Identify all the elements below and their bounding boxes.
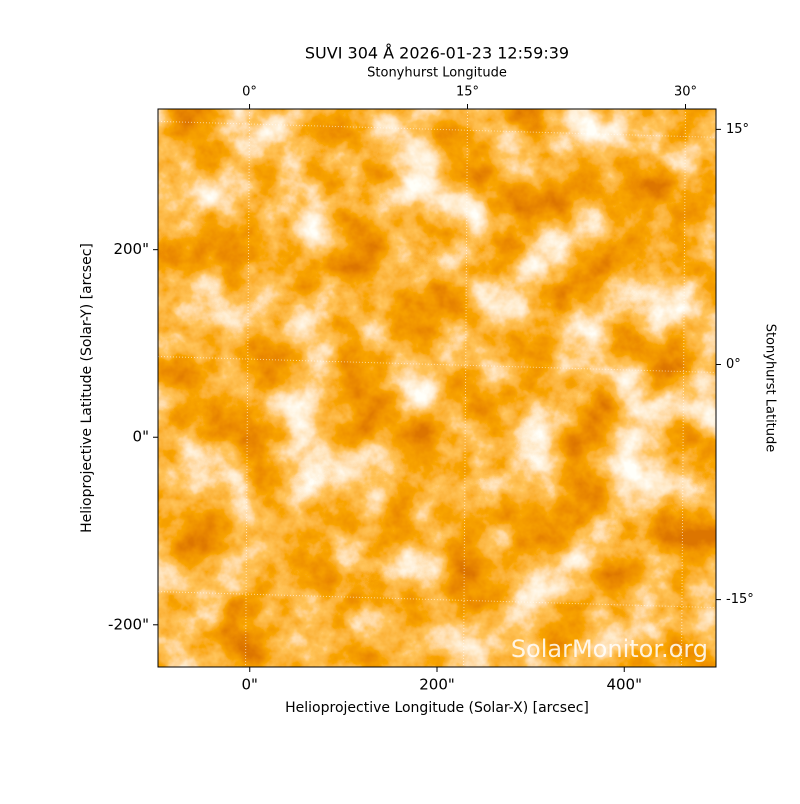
x2-axis-label: Stonyhurst Longitude xyxy=(367,66,507,81)
chart-title: SUVI 304 Å 2026-01-23 12:59:39 xyxy=(305,44,569,63)
y-tick-label: -200" xyxy=(108,615,149,633)
x2-tick-label: 30° xyxy=(674,85,697,100)
x2-tick-label: 15° xyxy=(456,85,479,100)
y-axis-label: Helioprojective Latitude (Solar-Y) [arcs… xyxy=(79,243,95,533)
grid-line xyxy=(158,591,716,609)
y-tick-label: 0" xyxy=(133,428,149,446)
grid xyxy=(158,109,716,667)
x-tick-label: 400" xyxy=(606,676,642,694)
grid-line xyxy=(158,120,716,138)
watermark: SolarMonitor.org xyxy=(511,635,708,663)
grid-line xyxy=(680,109,686,667)
y2-tick-label: 15° xyxy=(726,122,749,137)
grid-line xyxy=(158,355,716,373)
grid-line xyxy=(463,109,469,667)
grid-line xyxy=(245,109,251,667)
x-axis-label: Helioprojective Longitude (Solar-X) [arc… xyxy=(285,700,589,716)
y2-tick-label: 0° xyxy=(726,357,741,372)
x-tick-label: 0" xyxy=(242,676,258,694)
x2-tick-label: 0° xyxy=(242,85,257,100)
y2-axis-label: Stonyhurst Latitude xyxy=(763,324,778,453)
solar-image xyxy=(158,109,716,667)
y2-tick-label: -15° xyxy=(726,592,754,607)
y-tick-label: 200" xyxy=(113,240,149,258)
x-tick-label: 200" xyxy=(419,676,455,694)
